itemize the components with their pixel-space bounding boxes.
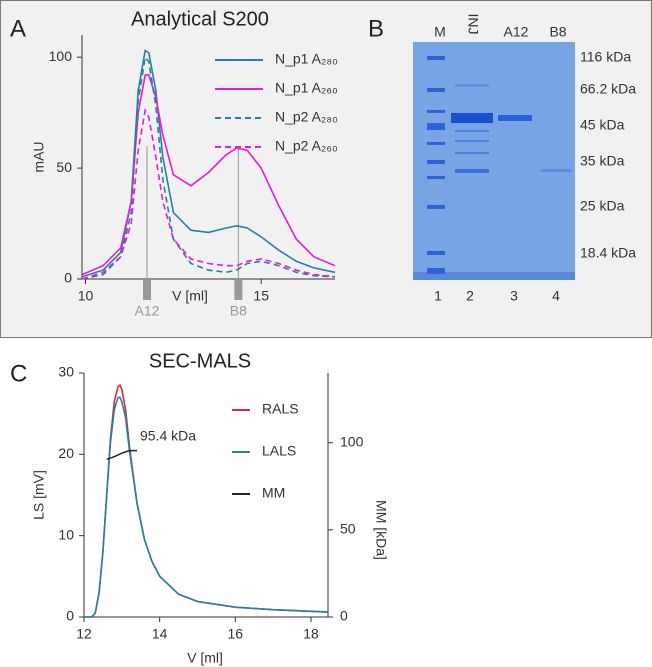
panel-label: B: [368, 15, 384, 42]
legend-label: MM: [262, 485, 285, 501]
lane-label: B8: [549, 24, 566, 40]
gel-front: [413, 272, 575, 280]
series-line: [81, 55, 336, 280]
y-tick-label: 20: [58, 445, 74, 461]
x-tick-label: 16: [228, 626, 244, 642]
fraction-marker: [143, 280, 152, 300]
lane-number: 4: [552, 288, 560, 304]
y-tick-label: 100: [49, 48, 73, 64]
ladder: [427, 56, 445, 274]
y2-tick-label: 100: [340, 433, 364, 449]
legend-label: RALS: [262, 401, 299, 417]
series-line: [81, 74, 336, 276]
marker-label: 116 kDa: [580, 49, 631, 65]
lane-bands: [451, 84, 571, 173]
series-line: [84, 396, 329, 618]
annotation: 95.4 kDa: [140, 428, 196, 444]
panel-label: A: [10, 15, 26, 42]
series-line: [84, 383, 329, 618]
series-line: [81, 107, 336, 280]
lane-label: INJ: [465, 14, 481, 35]
y-axis-label: mAU: [31, 141, 47, 172]
x-tick-label: 14: [152, 626, 168, 642]
legend-label: LALS: [262, 443, 296, 459]
series-line: [106, 449, 137, 461]
gel-panel: B: [368, 15, 575, 280]
lane-label: A12: [504, 24, 529, 40]
fraction-marker: [234, 280, 243, 300]
y2-tick-label: 50: [340, 521, 356, 537]
marker-label: 35 kDa: [580, 153, 625, 169]
y-tick-label: 0: [64, 270, 72, 286]
marker-label: 66.2 kDa: [580, 81, 636, 97]
x-tick-label: 10: [78, 288, 94, 304]
y-tick-label: 10: [58, 526, 74, 542]
legend-label: N_p2 A₂₈₀: [275, 109, 338, 125]
lane-number: 2: [466, 288, 474, 304]
x-tick-label: 12: [76, 626, 92, 642]
legend-label: N_p1 A₂₈₀: [275, 51, 338, 67]
lane-number: 3: [510, 288, 518, 304]
y-tick-label: 50: [56, 159, 72, 175]
y2-tick-label: 0: [340, 608, 348, 624]
y2-axis-label: MM [kDa]: [373, 500, 389, 560]
marker-label: 25 kDa: [580, 198, 625, 214]
x-tick-label: 15: [253, 288, 269, 304]
chart-title: Analytical S200: [131, 8, 269, 30]
marker-label: 45 kDa: [580, 117, 625, 133]
lane-label: M: [434, 24, 446, 40]
y-tick-label: 30: [58, 364, 74, 380]
fraction-label: B8: [230, 303, 247, 319]
chart-title: SEC-MALS: [149, 350, 251, 372]
y-axis-label: LS [mV]: [31, 470, 47, 520]
y-tick-label: 0: [66, 608, 74, 624]
x-axis-label: V [ml]: [172, 288, 208, 304]
x-tick-label: 18: [303, 626, 319, 642]
legend-label: N_p2 A₂₆₀: [275, 138, 338, 154]
legend-label: N_p1 A₂₆₀: [275, 80, 338, 96]
panel-label: C: [10, 360, 27, 387]
marker-label: 18.4 kDa: [580, 245, 636, 261]
fraction-label: A12: [135, 303, 160, 319]
x-axis-label: V [ml]: [187, 650, 223, 666]
lane-number: 1: [434, 288, 442, 304]
